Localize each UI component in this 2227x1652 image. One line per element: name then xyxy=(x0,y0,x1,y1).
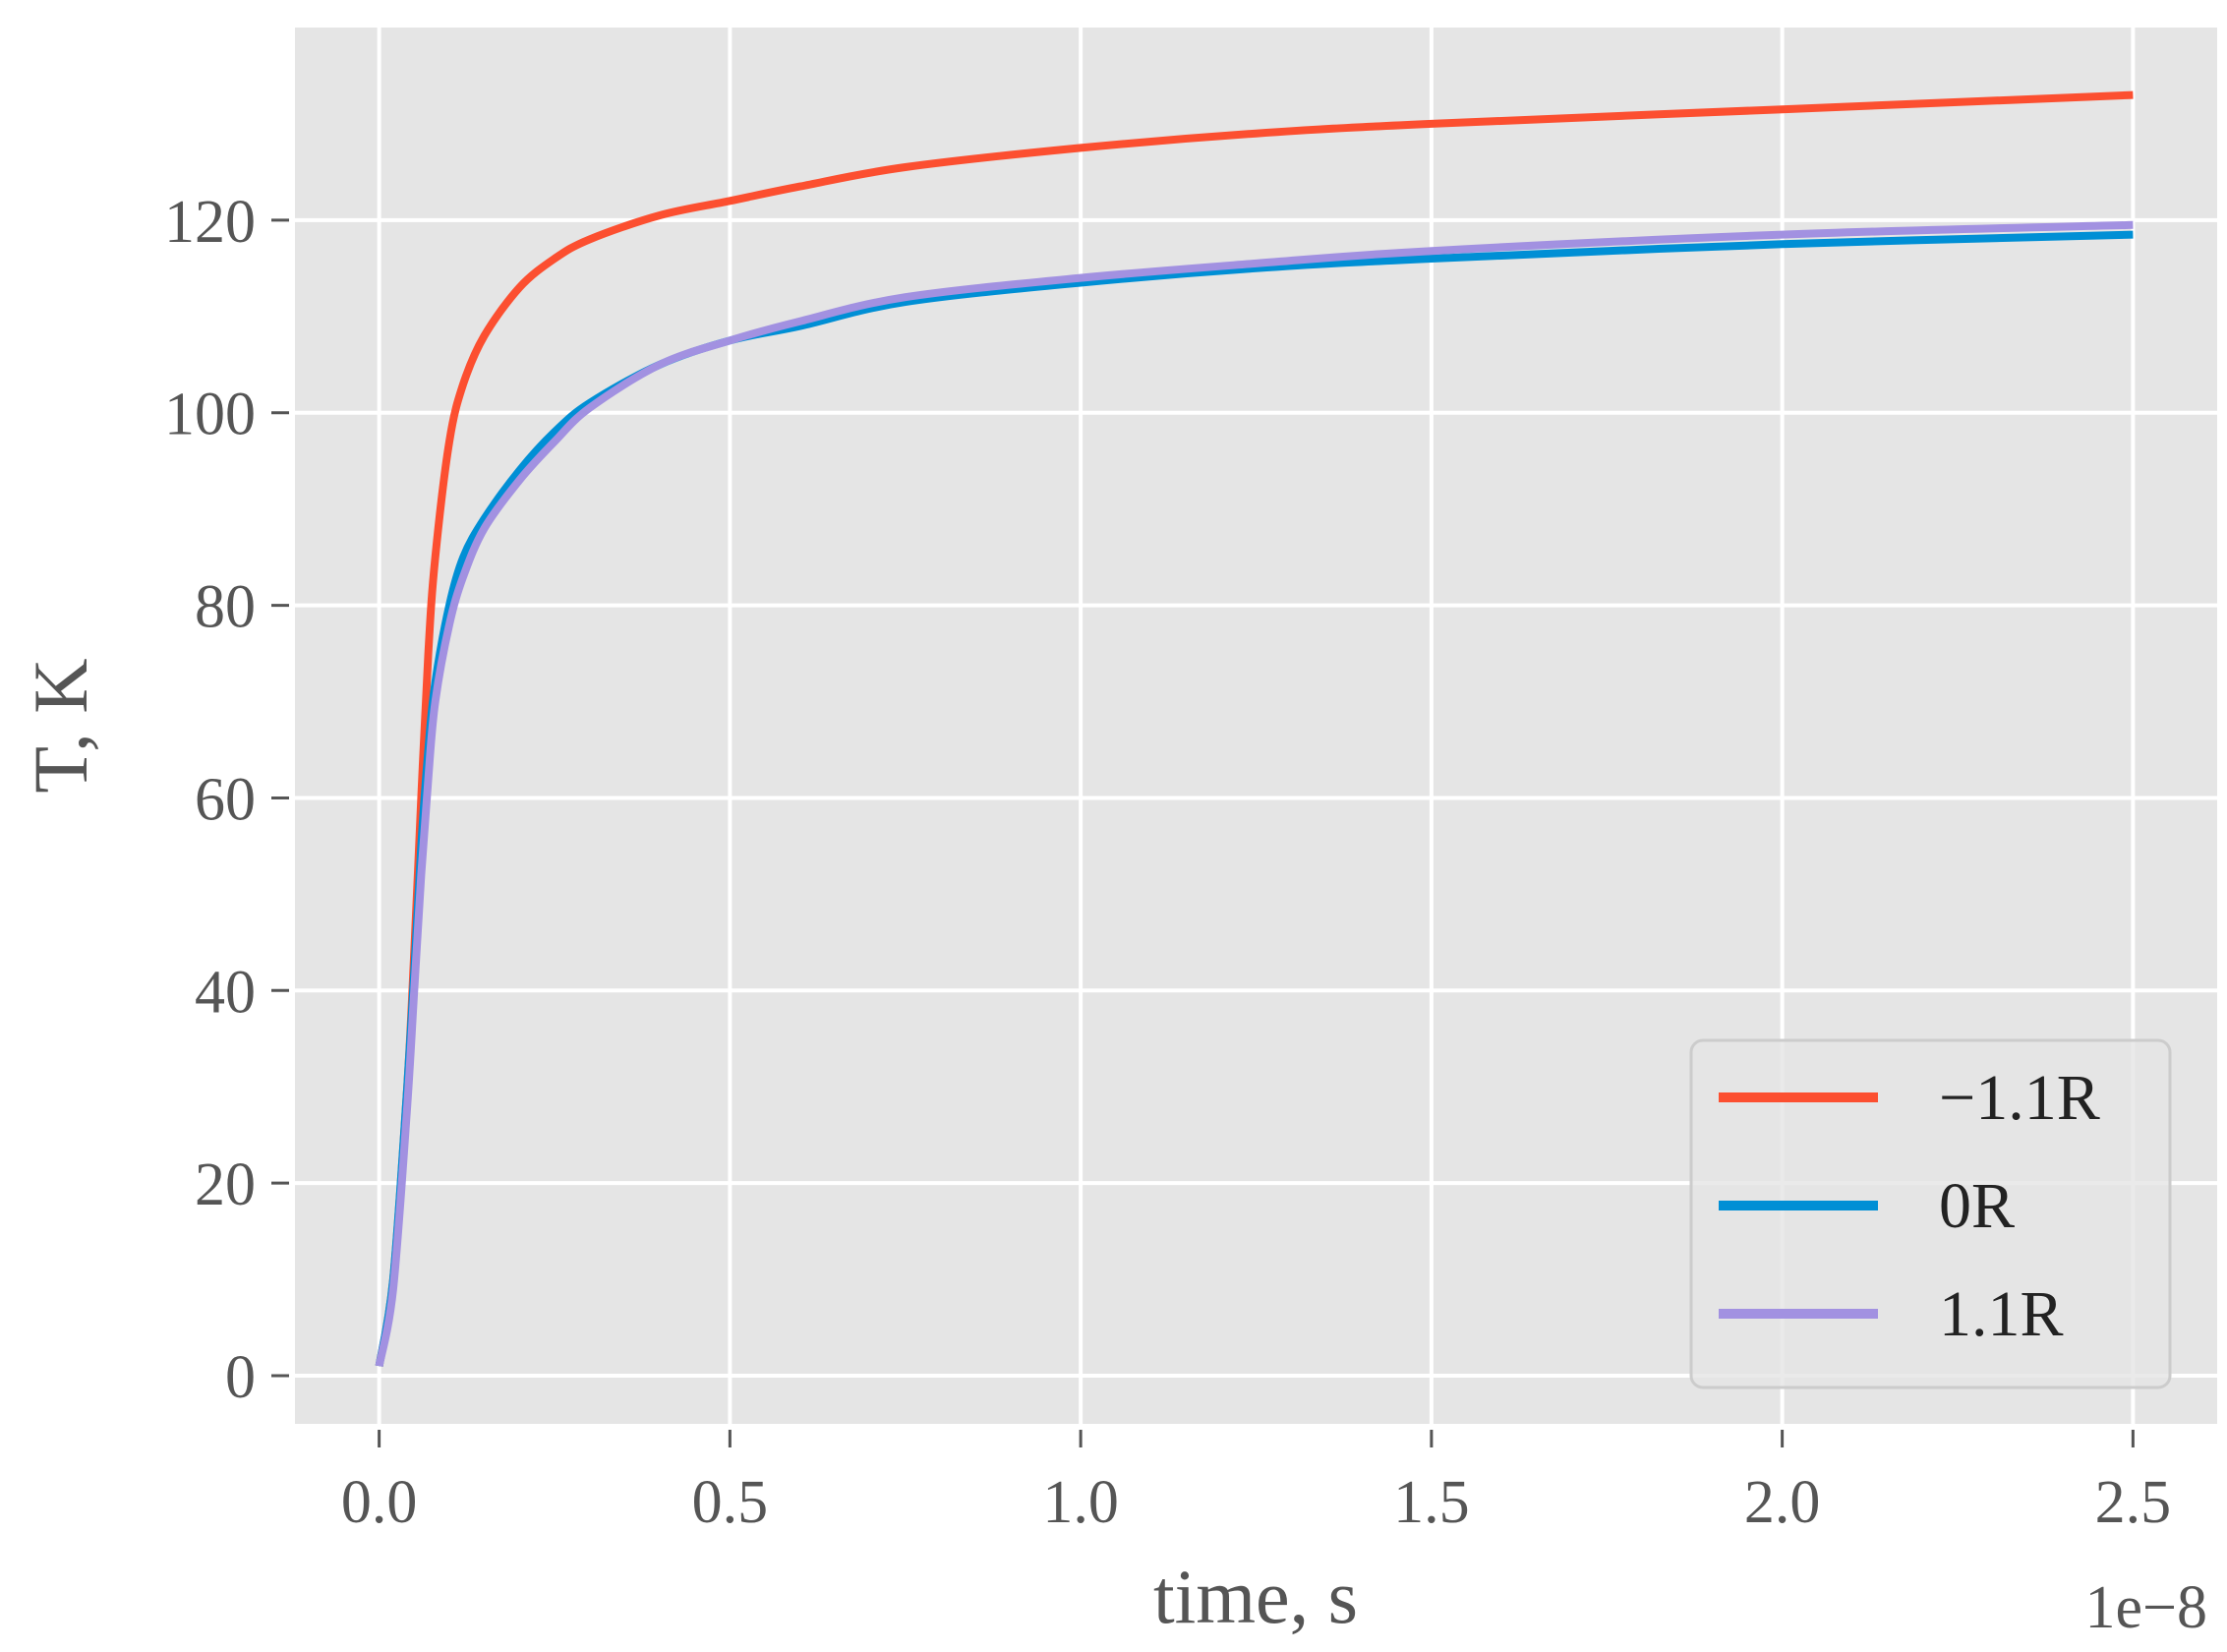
x-tick-label: 1.0 xyxy=(1042,1469,1119,1536)
y-tick-label: 20 xyxy=(195,1151,256,1218)
x-tick-label: 2.0 xyxy=(1744,1469,1821,1536)
legend-label-3: 1.1R xyxy=(1939,1278,2064,1350)
y-tick-label: 60 xyxy=(195,766,256,833)
y-tick-label: 100 xyxy=(164,382,256,448)
y-tick-label: 40 xyxy=(195,959,256,1026)
grid xyxy=(295,28,2217,1424)
x-tick-label: 1.5 xyxy=(1393,1469,1470,1536)
x-tick-label: 0.5 xyxy=(692,1469,769,1536)
x-axis-label: time, s xyxy=(1153,1554,1358,1639)
y-tick-label: 120 xyxy=(164,189,256,256)
y-tick-label: 80 xyxy=(195,574,256,641)
x-tick-label: 2.5 xyxy=(2095,1469,2172,1536)
y-tick-label: 0 xyxy=(225,1344,256,1411)
y-axis-label: T, K xyxy=(18,658,103,793)
series-line-3 xyxy=(375,220,2134,1367)
legend-label-2: 0R xyxy=(1939,1170,2015,1242)
legend-box xyxy=(1689,1038,2172,1389)
ticks: 0.0 0.5 1.0 1.5 2.0 2.5 0 20 40 60 80 100 120 xyxy=(164,189,2171,1536)
series-layer xyxy=(375,90,2134,1367)
legend-label-1: −1.1R xyxy=(1939,1062,2100,1134)
legend: −1.1R 0R 1.1R xyxy=(1689,1038,2172,1389)
x-tick-label: 0.0 xyxy=(341,1469,418,1536)
x-axis-offset-label: 1e−8 xyxy=(2085,1574,2207,1641)
